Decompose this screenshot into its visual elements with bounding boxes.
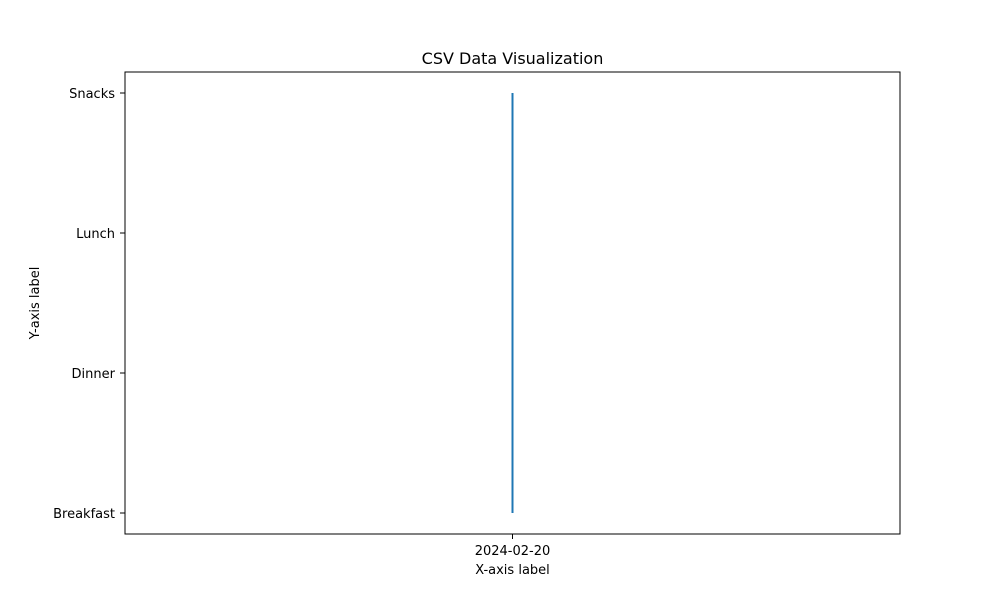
x-axis-label: X-axis label bbox=[475, 563, 550, 578]
plot-frame bbox=[124, 71, 901, 535]
y-tick-label-1: Breakfast bbox=[53, 507, 115, 522]
chart-title: CSV Data Visualization bbox=[422, 49, 604, 68]
y-axis-label: Y-axis label bbox=[28, 267, 43, 341]
y-tick-label-4: Snacks bbox=[69, 87, 115, 102]
y-tick-label-3: Lunch bbox=[76, 227, 115, 242]
x-tick-label-1: 2024-02-20 bbox=[475, 544, 551, 559]
plot-area: 2024-02-20 Breakfast Dinner Lunch Snacks bbox=[53, 87, 550, 559]
y-tick-label-2: Dinner bbox=[72, 367, 116, 382]
axes-ticks: 2024-02-20 Breakfast Dinner Lunch Snacks bbox=[53, 87, 550, 559]
